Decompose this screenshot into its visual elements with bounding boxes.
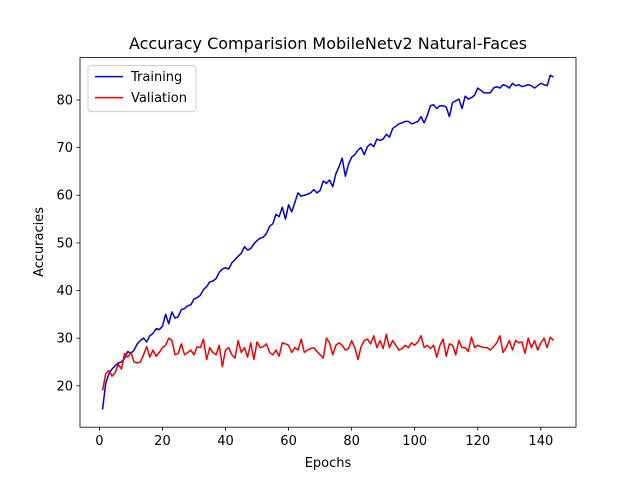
y-tick-label: 60 <box>56 189 73 204</box>
y-tick-label: 50 <box>56 236 73 251</box>
line-series <box>101 74 554 410</box>
x-tick-label: 0 <box>95 434 103 449</box>
y-tick-label: 70 <box>56 141 73 156</box>
line-series <box>101 333 554 391</box>
legend-label: Valiation <box>131 91 187 106</box>
y-tick-label: 80 <box>56 93 73 108</box>
x-tick-label: 60 <box>280 434 297 449</box>
x-tick-label: 80 <box>343 434 360 449</box>
x-tick-label: 120 <box>465 434 490 449</box>
chart-title: Accuracy Comparision MobileNetv2 Natural… <box>129 34 527 53</box>
x-tick-label: 100 <box>402 434 427 449</box>
x-tick-label: 40 <box>217 434 234 449</box>
x-tick-label: 140 <box>528 434 553 449</box>
x-tick-label: 20 <box>154 434 171 449</box>
y-axis-label: Accuracies <box>32 207 47 277</box>
y-tick-label: 20 <box>56 379 73 394</box>
y-tick-label: 30 <box>56 332 73 347</box>
y-tick-label: 40 <box>56 284 73 299</box>
legend-label: Training <box>130 70 182 85</box>
x-axis-label: Epochs <box>305 456 352 471</box>
plot-frame <box>79 57 577 428</box>
